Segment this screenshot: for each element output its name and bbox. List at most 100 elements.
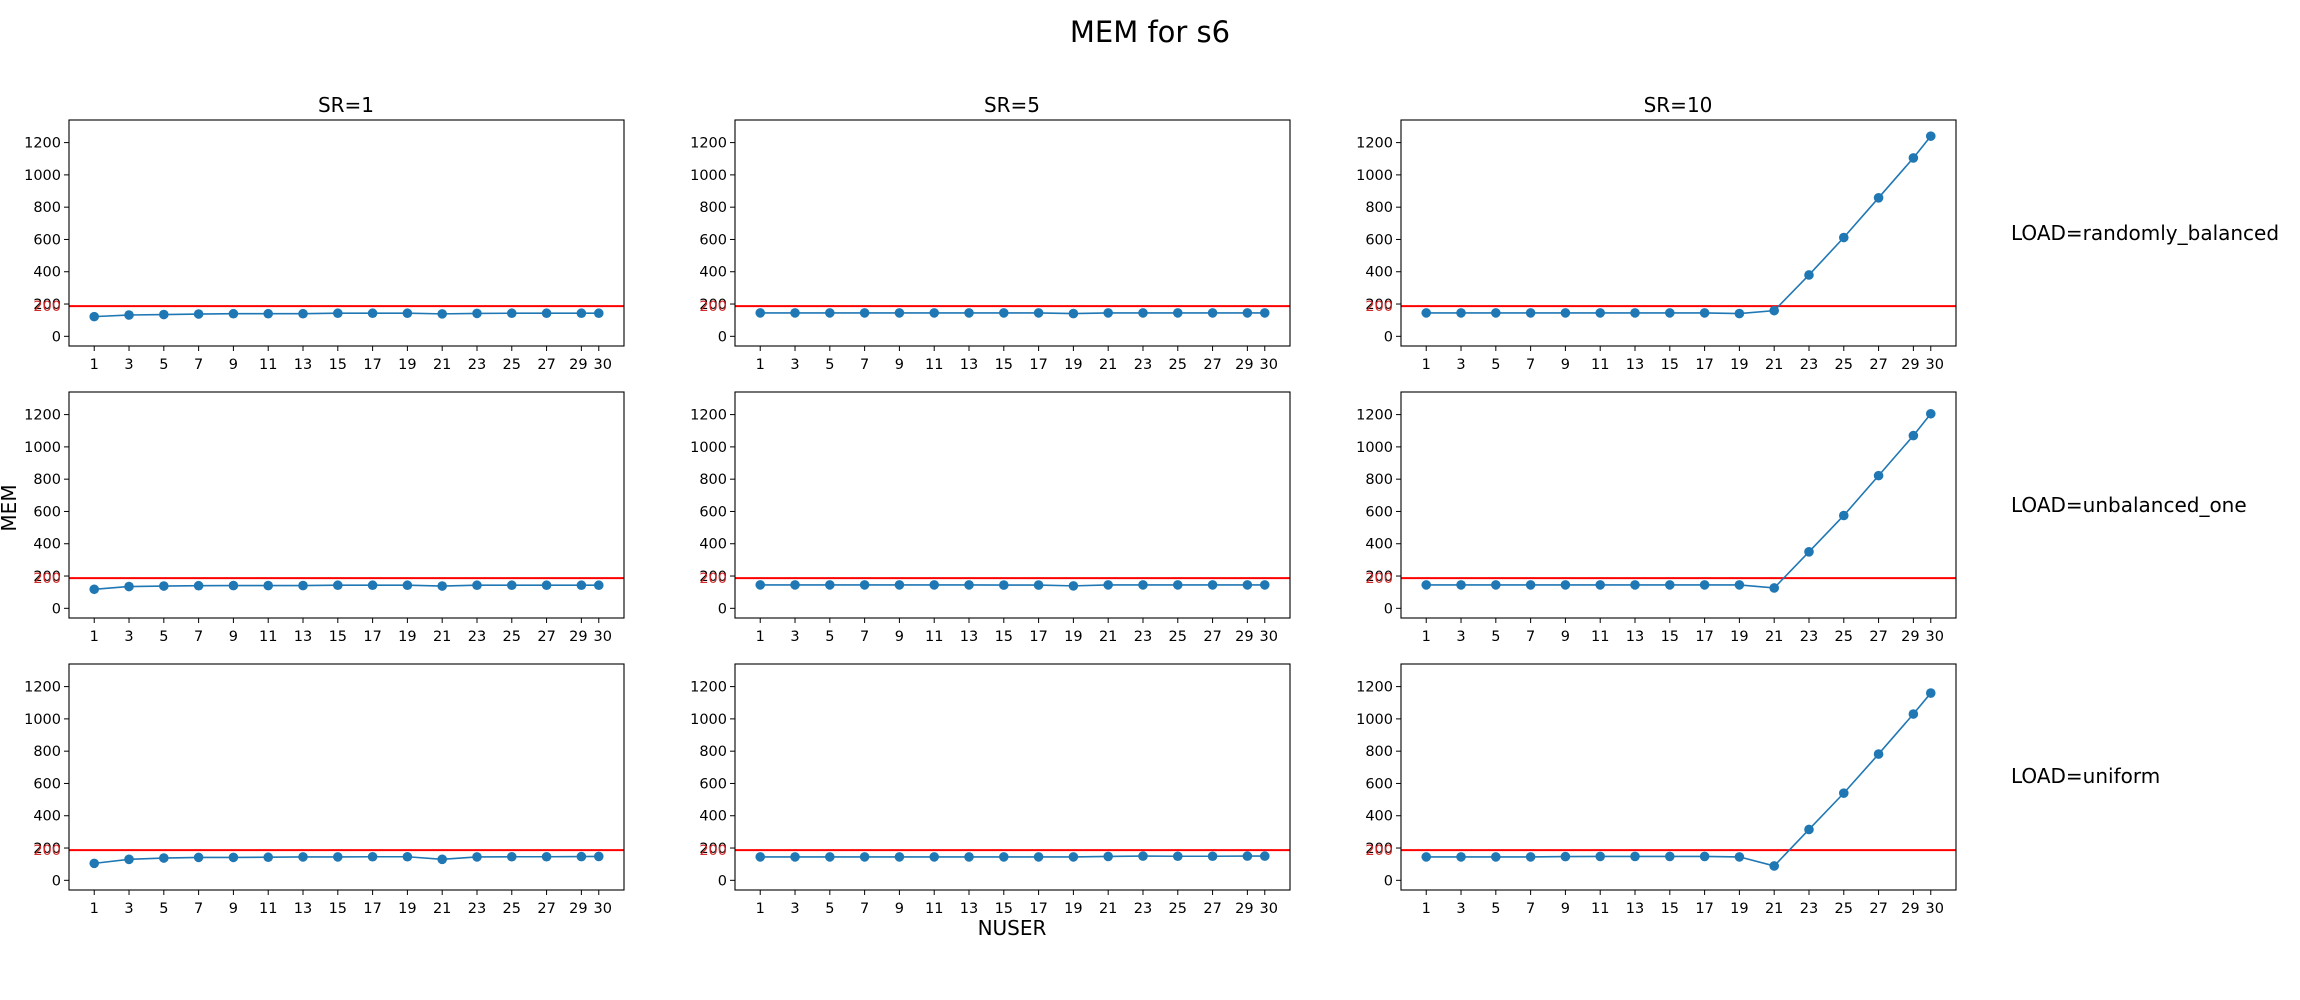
data-point: [472, 580, 482, 591]
data-point: [1207, 580, 1218, 590]
reference-line-label: 200: [1365, 299, 1393, 315]
x-tick-label: 13: [294, 629, 312, 645]
data-point: [1665, 851, 1675, 862]
data-point: [859, 580, 870, 590]
y-tick-label: 400: [1365, 265, 1393, 281]
x-tick-label: 29: [1901, 629, 1919, 645]
x-tick-label: 19: [1064, 901, 1082, 917]
y-tick-label: 0: [1384, 329, 1393, 345]
data-point: [1138, 580, 1148, 590]
x-tick-label: 25: [503, 901, 521, 917]
data-point: [1734, 852, 1745, 862]
data-point: [1838, 232, 1849, 243]
x-tick-label: 27: [537, 901, 555, 917]
data-point: [1925, 131, 1936, 141]
data-point: [1630, 851, 1640, 862]
x-tick-label: 25: [1835, 357, 1853, 373]
data-point: [825, 852, 835, 862]
x-tick-label: 9: [895, 629, 904, 645]
data-point: [1734, 308, 1745, 319]
x-tick-label: 25: [1835, 901, 1853, 917]
y-tick-label: 200: [1365, 841, 1393, 857]
data-point: [1804, 824, 1814, 835]
data-point: [825, 580, 835, 590]
x-tick-label: 7: [194, 629, 203, 645]
series-line: [1426, 413, 1932, 589]
x-tick-label: 30: [1260, 901, 1278, 917]
data-point: [1525, 852, 1536, 862]
series-line: [760, 855, 1265, 858]
x-tick-label: 23: [1800, 629, 1818, 645]
x-tick-label: 17: [363, 901, 381, 917]
data-point: [298, 580, 308, 591]
data-point: [1456, 580, 1466, 590]
y-tick-label: 1000: [24, 712, 61, 728]
data-point: [89, 858, 100, 869]
y-tick-label: 200: [699, 569, 727, 585]
y-tick-label: 800: [1365, 472, 1393, 488]
data-point: [1068, 308, 1079, 319]
data-point: [1103, 580, 1113, 590]
data-point: [1172, 851, 1183, 862]
x-tick-label: 7: [194, 901, 203, 917]
x-tick-label: 1: [756, 901, 765, 917]
axes-frame: [1400, 663, 1957, 891]
data-point: [1068, 852, 1079, 862]
y-axis-label: MEM: [0, 484, 21, 531]
y-tick-label: 400: [699, 537, 727, 553]
data-point: [402, 308, 413, 319]
x-tick-label: 27: [1203, 901, 1221, 917]
data-point: [1560, 580, 1571, 590]
x-tick-label: 13: [1626, 357, 1644, 373]
x-tick-label: 27: [1869, 901, 1887, 917]
y-tick-label: 800: [1365, 744, 1393, 760]
x-tick-label: 19: [1064, 629, 1082, 645]
x-tick-label: 9: [1561, 357, 1570, 373]
data-point: [541, 851, 552, 862]
x-tick-label: 30: [1926, 357, 1944, 373]
y-tick-label: 600: [699, 504, 727, 520]
data-point: [193, 852, 204, 863]
x-tick-label: 23: [468, 629, 486, 645]
x-tick-label: 3: [790, 629, 799, 645]
x-tick-label: 21: [1099, 629, 1117, 645]
row-label-randomly-balanced: LOAD=randomly_balanced: [2011, 221, 2279, 245]
data-point: [1925, 408, 1936, 419]
y-tick-label: 800: [1365, 200, 1393, 216]
row-label-uniform: LOAD=uniform: [2011, 764, 2160, 788]
x-tick-label: 15: [995, 901, 1013, 917]
x-tick-label: 3: [790, 357, 799, 373]
y-tick-label: 1200: [24, 136, 61, 152]
data-point: [506, 308, 517, 319]
y-tick-label: 1200: [1356, 136, 1393, 152]
axes-frame: [734, 119, 1291, 347]
x-tick-label: 1: [1422, 629, 1431, 645]
x-axis-label: NUSER: [978, 916, 1047, 940]
x-tick-label: 9: [1561, 629, 1570, 645]
x-tick-label: 25: [503, 357, 521, 373]
x-tick-label: 21: [1765, 901, 1783, 917]
y-tick-label: 600: [33, 504, 61, 520]
data-point: [1172, 580, 1183, 590]
data-point: [228, 580, 239, 591]
x-tick-label: 13: [294, 901, 312, 917]
y-tick-label: 600: [699, 232, 727, 248]
data-point: [1421, 852, 1432, 862]
y-tick-label: 0: [1384, 601, 1393, 617]
x-tick-label: 9: [229, 629, 238, 645]
y-tick-label: 200: [33, 841, 61, 857]
x-tick-label: 3: [1456, 901, 1465, 917]
data-point: [1908, 153, 1919, 163]
data-point: [193, 580, 204, 591]
x-tick-label: 15: [995, 357, 1013, 373]
x-tick-label: 15: [329, 357, 347, 373]
data-point: [1873, 470, 1884, 481]
x-tick-label: 17: [1029, 357, 1047, 373]
data-point: [1103, 851, 1113, 862]
data-point: [1491, 308, 1501, 318]
x-tick-label: 13: [960, 357, 978, 373]
x-tick-label: 15: [1661, 901, 1679, 917]
data-point: [576, 580, 587, 591]
axes-frame: [68, 119, 625, 347]
data-point: [437, 854, 447, 865]
